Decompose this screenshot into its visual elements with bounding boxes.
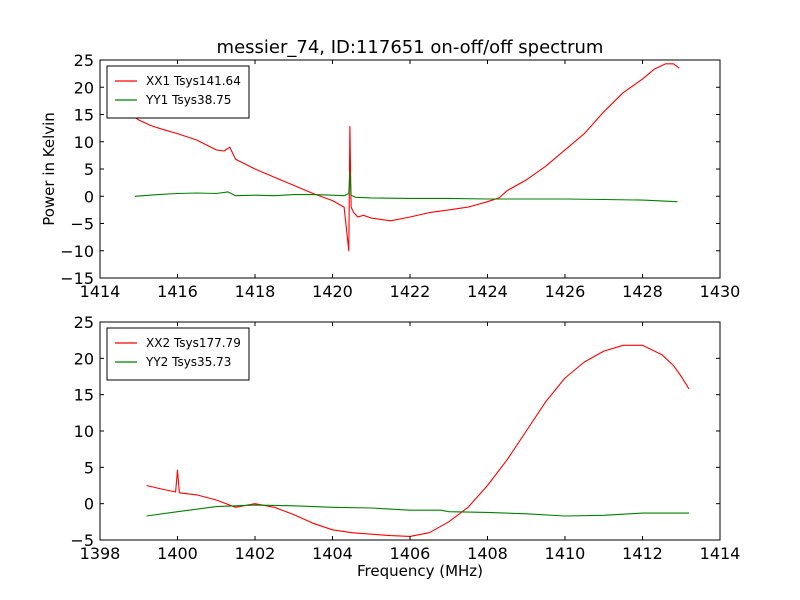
x-tick-label: 1410 <box>545 544 586 563</box>
x-tick-label: 1414 <box>80 282 121 301</box>
legend-box <box>106 327 250 381</box>
y-tick-label: −5 <box>70 531 94 550</box>
series-line-yy <box>146 504 689 517</box>
y-tick-label: 10 <box>74 422 94 441</box>
y-tick-label: 20 <box>74 349 94 368</box>
series-line-xx <box>134 63 680 252</box>
x-tick-label: 1418 <box>235 282 276 301</box>
y-tick-label: 15 <box>74 106 94 125</box>
x-tick-label: 1406 <box>390 544 431 563</box>
x-tick-label: 1416 <box>157 282 198 301</box>
y-tick-label: 25 <box>74 313 94 332</box>
x-tick-label: 1400 <box>157 544 198 563</box>
legend-label: YY1 Tsys38.75 <box>145 93 231 107</box>
y-tick-label: 5 <box>84 160 94 179</box>
x-tick-label: 1424 <box>467 282 508 301</box>
chart-title: messier_74, ID:117651 on-off/off spectru… <box>217 37 604 58</box>
x-tick-label: 1402 <box>235 544 276 563</box>
y-tick-label: −5 <box>70 215 94 234</box>
x-tick-label: 1420 <box>312 282 353 301</box>
x-tick-label: 1404 <box>312 544 353 563</box>
x-axis-label: Frequency (MHz) <box>357 562 483 580</box>
x-tick-label: 1422 <box>390 282 431 301</box>
y-tick-label: 25 <box>74 51 94 70</box>
x-tick-label: 1414 <box>700 544 741 563</box>
legend-label: XX2 Tsys177.79 <box>146 336 241 350</box>
series-line-yy <box>134 171 678 203</box>
y-axis-label: Power in Kelvin <box>40 112 58 226</box>
x-tick-label: 1428 <box>622 282 663 301</box>
legend-label: XX1 Tsys141.64 <box>146 74 241 88</box>
x-tick-label: 1412 <box>622 544 663 563</box>
y-tick-label: 0 <box>84 187 94 206</box>
y-tick-label: −15 <box>60 269 94 288</box>
x-tick-label: 1426 <box>545 282 586 301</box>
y-tick-label: 20 <box>74 78 94 97</box>
y-tick-label: −10 <box>60 242 94 261</box>
x-tick-label: 1398 <box>80 544 121 563</box>
bottom-panel: 1398 1400 1402 1404 1406 1408 1410 1412 1414 −5 0 5… <box>70 313 740 580</box>
y-tick-label: 15 <box>74 386 94 405</box>
y-tick-label: 0 <box>84 495 94 514</box>
y-tick-label: 10 <box>74 133 94 152</box>
y-tick-label: 5 <box>84 458 94 477</box>
legend-label: YY2 Tsys35.73 <box>145 355 231 369</box>
legend-box <box>106 65 250 119</box>
x-tick-label: 1408 <box>467 544 508 563</box>
top-panel: 1414 1416 1418 1420 1422 1424 1426 1428 1430 −15 −… <box>40 51 740 301</box>
x-tick-label: 1430 <box>700 282 741 301</box>
